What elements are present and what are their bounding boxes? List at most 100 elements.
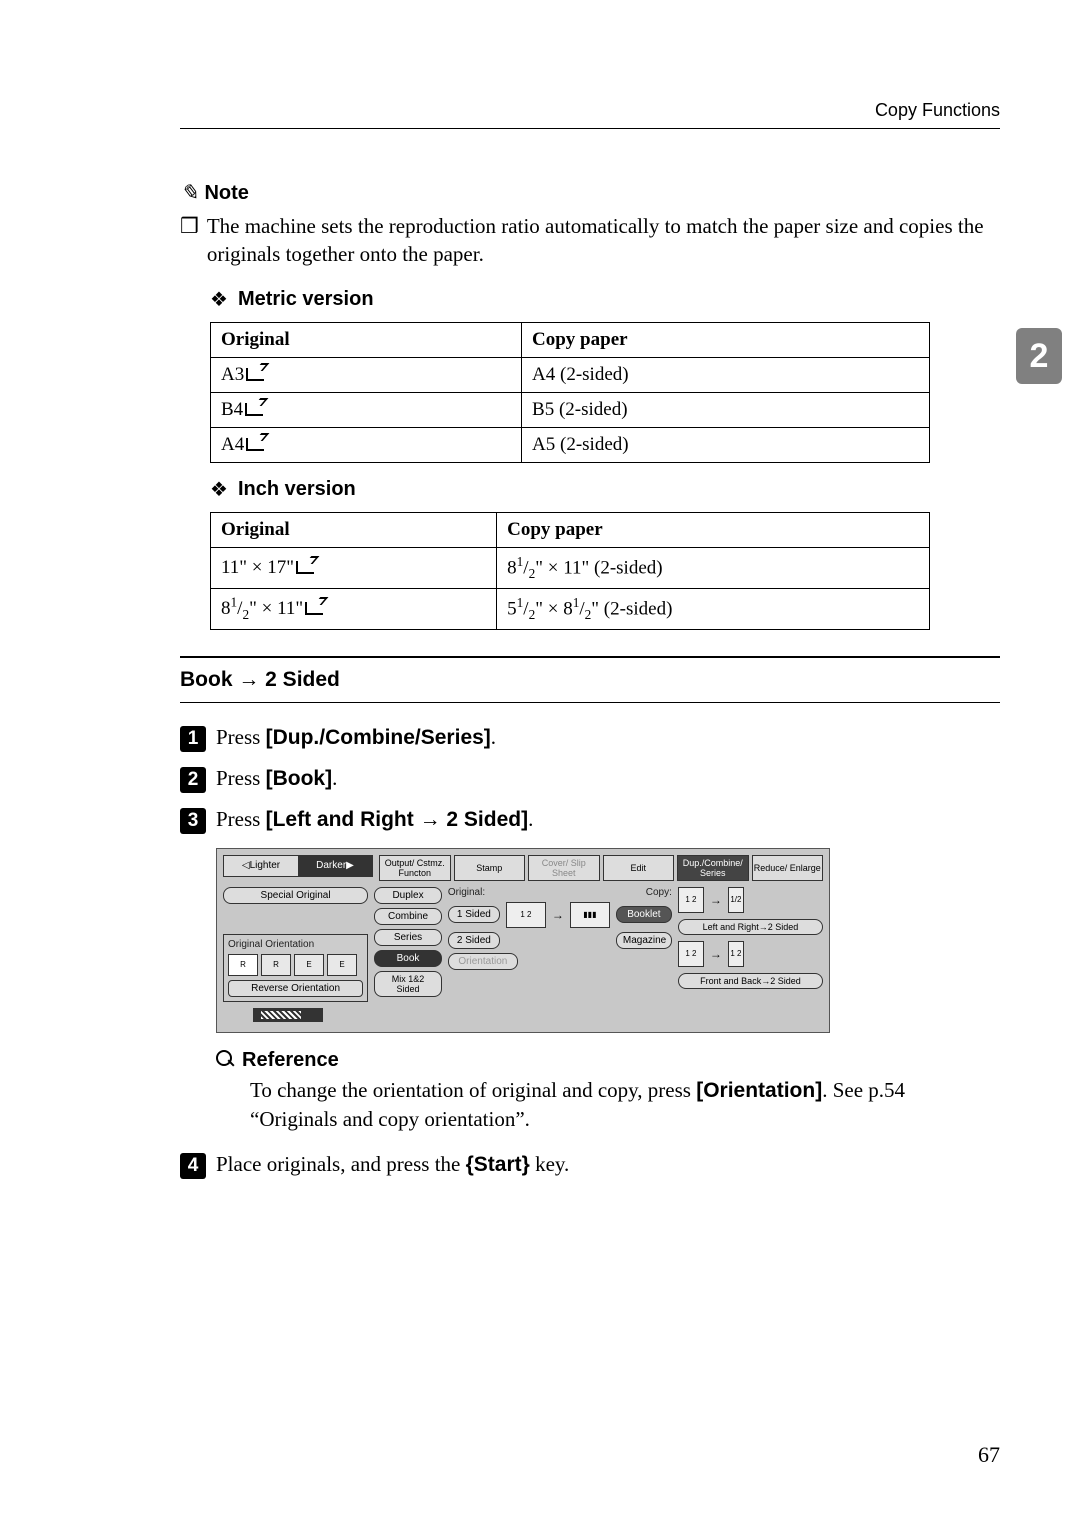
button-label-ref: [Dup./Combine/Series] [266, 726, 491, 749]
note-label: Note [204, 182, 248, 205]
left-right-2sided-button[interactable]: Left and Right→2 Sided [678, 919, 823, 935]
front-back-2sided-button[interactable]: Front and Back→2 Sided [678, 973, 823, 989]
table-row: A3 A4 (2-sided) [211, 357, 930, 392]
cell: B5 (2-sided) [522, 392, 930, 427]
orig-figure-icon: 1 2 [506, 902, 546, 928]
table-row: Original Copy paper [211, 512, 930, 547]
diamond-icon: ❖ [210, 287, 228, 312]
step-number-icon: 4 [180, 1153, 206, 1179]
orient-option[interactable]: E [294, 954, 324, 976]
table-row: 11" × 17" 81/2" × 11" (2-sided) [211, 547, 930, 588]
step-text: Press [Left and Right → 2 Sided]. [216, 807, 533, 832]
header-rule [180, 128, 1000, 129]
section-title: Book → 2 Sided [180, 668, 1000, 692]
orient-option[interactable]: R [261, 954, 291, 976]
t: . [332, 766, 337, 790]
landscape-icon [296, 561, 314, 574]
cell: B4 [211, 392, 522, 427]
right-fig-icon: 1 2 [728, 941, 744, 967]
book-button[interactable]: Book [374, 950, 442, 967]
metric-subhead: ❖ Metric version [210, 287, 1000, 312]
magazine-button[interactable]: Magazine [616, 932, 672, 949]
landscape-icon [245, 403, 263, 416]
series-button[interactable]: Series [374, 929, 442, 946]
key-label-ref: {Start} [466, 1153, 530, 1176]
inch-table: Original Copy paper 11" × 17" 81/2" × 11… [210, 512, 930, 630]
chapter-side-tab: 2 [1016, 328, 1062, 384]
orientation-button[interactable]: Orientation [448, 953, 518, 970]
diamond-icon: ❖ [210, 477, 228, 502]
cell: 11" × 17" [211, 547, 497, 588]
t: key. [530, 1152, 569, 1176]
tab-output[interactable]: Output/ Cstmz. Functon [379, 855, 451, 881]
t: Press [216, 807, 266, 831]
inch-subhead: ❖ Inch version [210, 477, 1000, 502]
scroll-indicator [253, 1008, 323, 1022]
booklet-button[interactable]: Booklet [616, 906, 672, 923]
copy-label: Copy: [646, 887, 672, 898]
section-rule-top [180, 656, 1000, 658]
orig-size: A4 [221, 434, 244, 455]
original-label: Original: [448, 887, 485, 898]
landscape-icon [246, 368, 264, 381]
metric-col2: Copy paper [522, 322, 930, 357]
note-bullet: ❒ [180, 212, 199, 269]
t: Press [216, 725, 266, 749]
right-fig-icon: 1 2 [678, 887, 704, 913]
arrow-icon: → [552, 908, 564, 922]
two-sided-button[interactable]: 2 Sided [448, 932, 500, 949]
inch-col2: Copy paper [497, 512, 930, 547]
mix-button[interactable]: Mix 1&2 Sided [374, 971, 442, 997]
copy-figure-icon: ▮▮▮ [570, 902, 610, 928]
table-row: A4 A5 (2-sided) [211, 427, 930, 462]
duplex-button[interactable]: Duplex [374, 887, 442, 904]
one-sided-button[interactable]: 1 Sided [448, 906, 500, 923]
tab-dup-combine-series[interactable]: Dup./Combine/ Series [677, 855, 749, 881]
step-2: 2 Press [Book]. [180, 766, 1000, 793]
page-number: 67 [978, 1442, 1000, 1468]
orig-orientation-label: Original Orientation [228, 939, 363, 950]
table-row: B4 B5 (2-sided) [211, 392, 930, 427]
tab-reduce-enlarge[interactable]: Reduce/ Enlarge [752, 855, 824, 881]
note-heading: ✎ Note [180, 180, 1000, 206]
tab-bar: Output/ Cstmz. Functon Stamp Cover/ Slip… [379, 855, 823, 881]
special-original-button[interactable]: Special Original [223, 887, 368, 904]
right-fig-icon: 1 2 [678, 941, 704, 967]
cell: 81/2" × 11" (2-sided) [497, 547, 930, 588]
tone-darker[interactable]: Darker▶ [298, 856, 372, 876]
tab-stamp[interactable]: Stamp [454, 855, 526, 881]
reverse-orientation-button[interactable]: Reverse Orientation [228, 980, 363, 997]
table-row: 81/2" × 11" 51/2" × 81/2" (2-sided) [211, 588, 930, 629]
tab-edit[interactable]: Edit [603, 855, 675, 881]
cell: 81/2" × 11" [211, 588, 497, 629]
t: . [491, 725, 496, 749]
orient-option[interactable]: E [327, 954, 357, 976]
cell: A4 [211, 427, 522, 462]
tab-cover[interactable]: Cover/ Slip Sheet [528, 855, 600, 881]
button-label-ref: [Left and Right → 2 Sided] [266, 808, 529, 831]
step-3: 3 Press [Left and Right → 2 Sided]. [180, 807, 1000, 834]
orient-option[interactable]: R [228, 954, 258, 976]
pencil-icon: ✎ [180, 180, 198, 206]
step-text: Press [Book]. [216, 766, 337, 791]
cell: A5 (2-sided) [522, 427, 930, 462]
section-rule-bottom [180, 702, 1000, 703]
t: To change the orientation of original an… [250, 1078, 696, 1102]
arrow-icon: → [710, 893, 722, 907]
reference-heading: Reference [216, 1049, 1000, 1072]
cell: A3 [211, 357, 522, 392]
note-text: The machine sets the reproduction ratio … [207, 212, 1000, 269]
tone-control[interactable]: ◁Lighter Darker▶ [223, 855, 373, 877]
reference-body: To change the orientation of original an… [250, 1076, 990, 1134]
magnifier-icon [216, 1050, 236, 1070]
note-body: ❒ The machine sets the reproduction rati… [180, 212, 1000, 269]
step-1: 1 Press [Dup./Combine/Series]. [180, 725, 1000, 752]
button-label-ref: [Book] [266, 767, 333, 790]
combine-button[interactable]: Combine [374, 908, 442, 925]
step-4: 4 Place originals, and press the {Start}… [180, 1152, 1000, 1179]
ui-screenshot: ◁Lighter Darker▶ Output/ Cstmz. Functon … [216, 848, 830, 1033]
orig-size: 11" × 17" [221, 557, 294, 578]
step-number-icon: 3 [180, 808, 206, 834]
orig-size: 81/2" × 11" [221, 598, 303, 619]
tone-lighter[interactable]: ◁Lighter [224, 856, 298, 876]
